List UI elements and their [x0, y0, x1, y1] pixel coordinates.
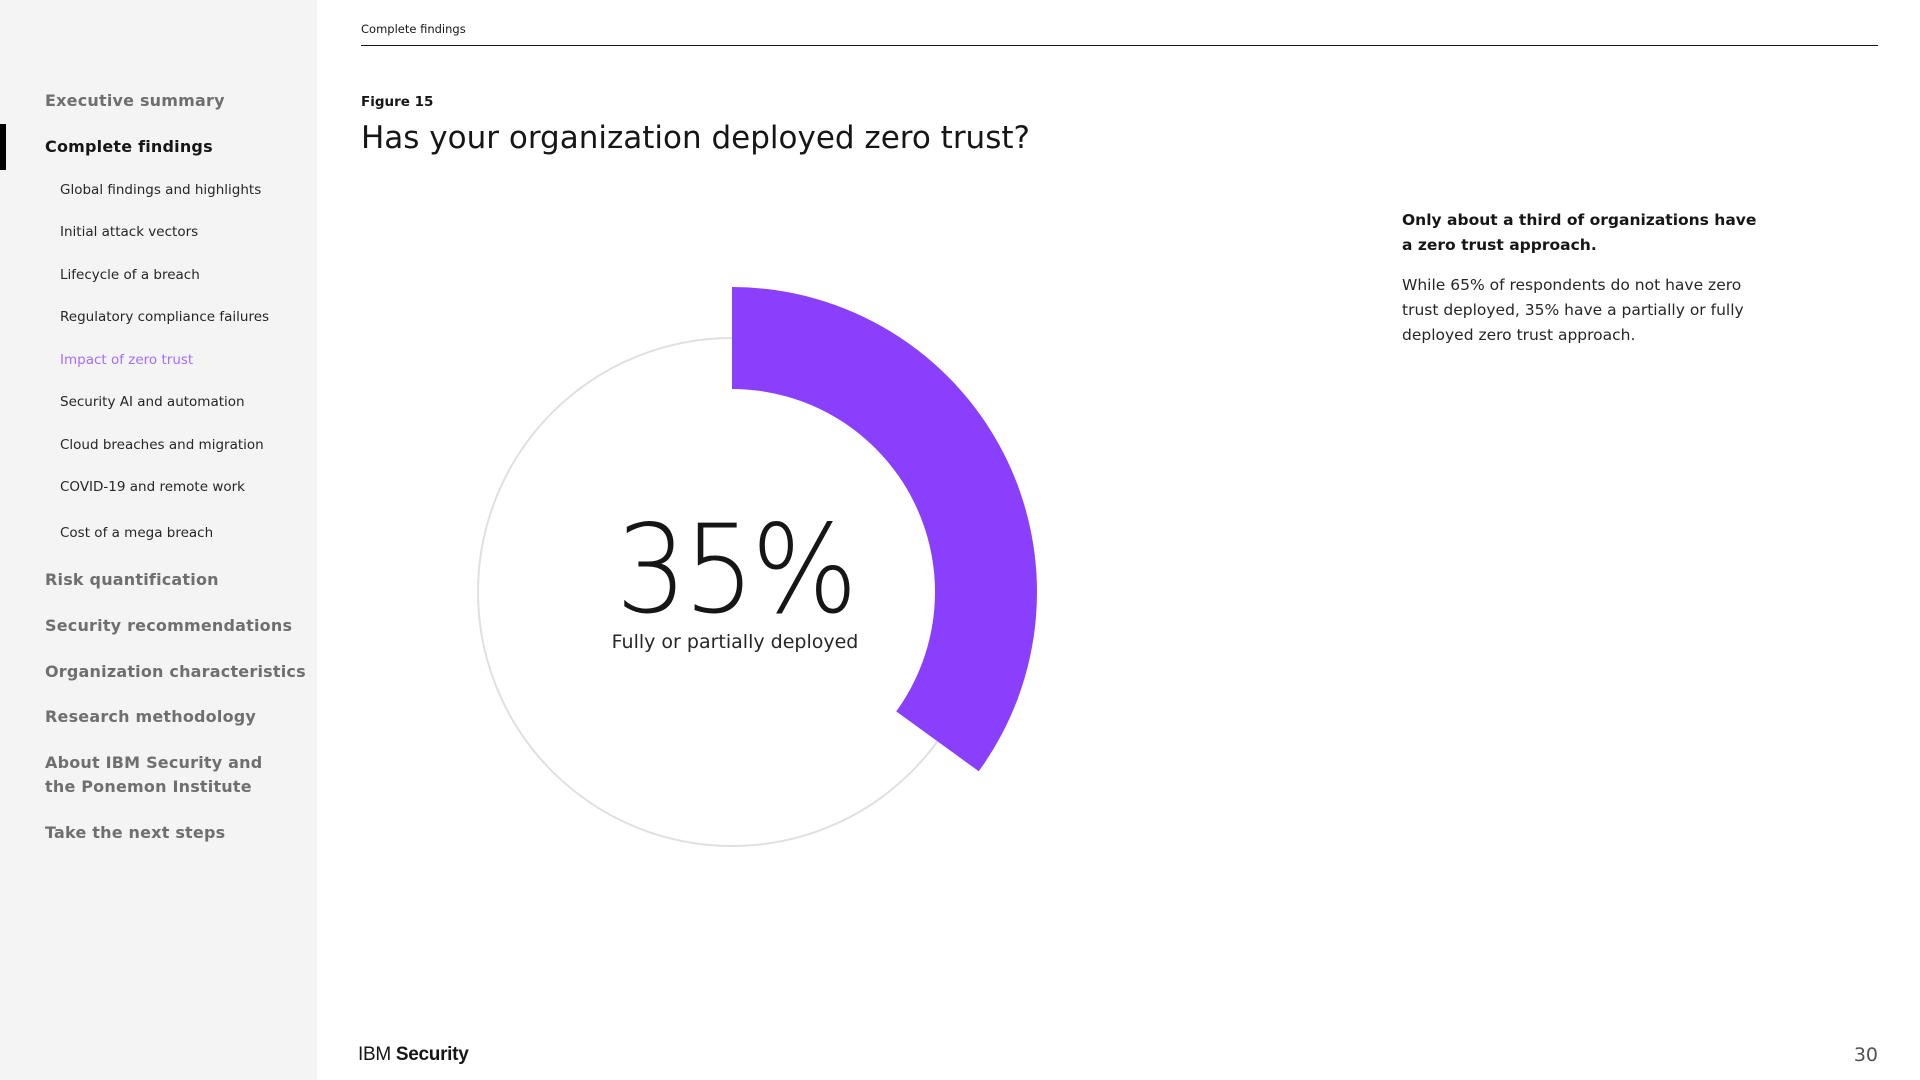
note-heading-line-2: a zero trust approach. [1402, 236, 1597, 254]
nav-research-methodology[interactable]: Research methodology [45, 707, 257, 726]
nav-sub-mega-breach[interactable]: Cost of a mega breach [60, 525, 214, 541]
nav-security-recommendations[interactable]: Security recommendations [45, 616, 293, 635]
nav-sub-global-findings[interactable]: Global findings and highlights [60, 182, 262, 198]
chart-value-label: 35% [615, 499, 858, 641]
nav-take-next-steps[interactable]: Take the next steps [45, 823, 226, 842]
note-heading: Only about a third of organizations have… [1402, 208, 1762, 258]
logo-suffix: Security [395, 1044, 469, 1065]
nav-complete-findings[interactable]: Complete findings [45, 137, 213, 156]
nav-about-ibm-ponemon[interactable]: About IBM Security and the Ponemon Insti… [45, 753, 263, 796]
donut-slice-deployed [732, 287, 1037, 772]
header-divider [361, 45, 1878, 46]
nav-sub-impact-of-zero-trust[interactable]: Impact of zero trust [60, 352, 194, 368]
chart-caption: Fully or partially deployed [611, 631, 859, 653]
logo-prefix: IBM [358, 1044, 391, 1065]
ibm-security-logo: IBM Security [358, 1044, 469, 1066]
nav-risk-quantification[interactable]: Risk quantification [45, 570, 219, 589]
sidebar-nav: Executive summary Complete findings Glob… [0, 0, 317, 1080]
nav-sub-covid-remote-work[interactable]: COVID-19 and remote work [60, 479, 245, 495]
nav-sub-lifecycle-of-breach[interactable]: Lifecycle of a breach [60, 267, 200, 283]
nav-sub-cloud-breaches[interactable]: Cloud breaches and migration [60, 437, 264, 453]
section-header-label: Complete findings [361, 22, 466, 36]
nav-executive-summary[interactable]: Executive summary [45, 91, 225, 110]
nav-sub-security-ai[interactable]: Security AI and automation [60, 394, 245, 410]
nav-organization-characteristics[interactable]: Organization characteristics [45, 662, 306, 681]
active-section-marker [0, 124, 6, 170]
figure-label: Figure 15 [361, 94, 434, 110]
page-number: 30 [1853, 1044, 1878, 1066]
nav-sub-initial-attack-vectors[interactable]: Initial attack vectors [60, 224, 199, 240]
zero-trust-donut-chart [477, 287, 1037, 847]
note-heading-line-1: Only about a third of organizations have [1402, 211, 1757, 229]
note-body: While 65% of respondents do not have zer… [1402, 276, 1744, 344]
nav-sub-regulatory-compliance[interactable]: Regulatory compliance failures [60, 309, 270, 325]
figure-title: Has your organization deployed zero trus… [361, 120, 1030, 156]
